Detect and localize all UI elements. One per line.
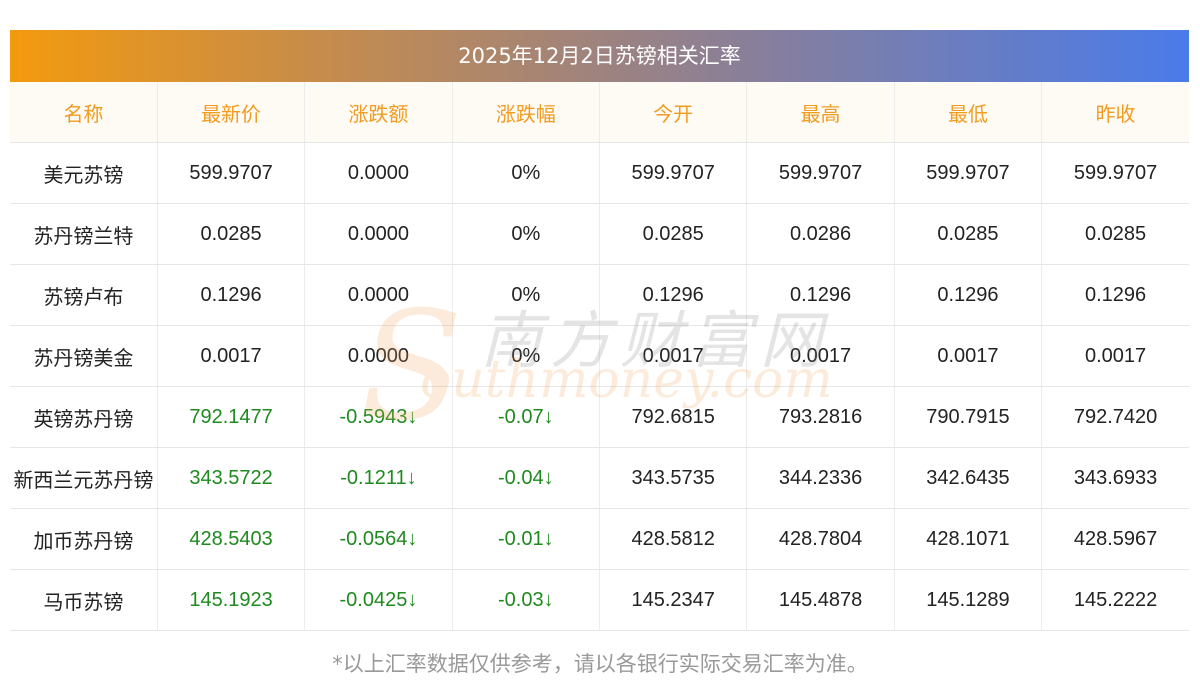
header-open: 今开 (599, 82, 748, 143)
header-high: 最高 (746, 82, 895, 143)
cell-prev-close: 0.0017 (1041, 325, 1189, 387)
cell-change: -0.0425↓ (304, 569, 453, 631)
cell-high: 599.9707 (746, 142, 895, 204)
cell-high: 793.2816 (746, 386, 895, 448)
cell-low: 790.7915 (894, 386, 1043, 448)
table-row: 加币苏丹镑 428.5403 -0.0564↓ -0.01↓ 428.5812 428.7… (10, 508, 1189, 570)
cell-high: 0.1296 (746, 264, 895, 326)
cell-high: 145.4878 (746, 569, 895, 631)
header-latest: 最新价 (157, 82, 306, 143)
cell-open: 792.6815 (599, 386, 748, 448)
rate-table-container: 2025年12月2日苏镑相关汇率 名称 最新价 涨跌额 涨跌幅 今开 最高 最低… (10, 30, 1189, 631)
cell-latest: 0.0017 (157, 325, 306, 387)
cell-name: 苏丹镑兰特 (10, 203, 158, 265)
cell-name: 加币苏丹镑 (10, 508, 158, 570)
header-change-pct: 涨跌幅 (452, 82, 601, 143)
cell-prev-close: 343.6933 (1041, 447, 1189, 509)
cell-name: 马币苏镑 (10, 569, 158, 631)
cell-prev-close: 599.9707 (1041, 142, 1189, 204)
cell-latest: 343.5722 (157, 447, 306, 509)
cell-change-pct: -0.01↓ (452, 508, 601, 570)
cell-change: -0.5943↓ (304, 386, 453, 448)
cell-prev-close: 0.1296 (1041, 264, 1189, 326)
cell-open: 343.5735 (599, 447, 748, 509)
cell-low: 599.9707 (894, 142, 1043, 204)
cell-prev-close: 0.0285 (1041, 203, 1189, 265)
cell-prev-close: 145.2222 (1041, 569, 1189, 631)
header-low: 最低 (894, 82, 1043, 143)
cell-prev-close: 792.7420 (1041, 386, 1189, 448)
cell-change-pct: 0% (452, 203, 601, 265)
cell-high: 344.2336 (746, 447, 895, 509)
cell-change: -0.1211↓ (304, 447, 453, 509)
cell-high: 0.0286 (746, 203, 895, 265)
header-change: 涨跌额 (304, 82, 453, 143)
table-row: 马币苏镑 145.1923 -0.0425↓ -0.03↓ 145.2347 145.48… (10, 569, 1189, 631)
cell-low: 0.0017 (894, 325, 1043, 387)
cell-open: 0.1296 (599, 264, 748, 326)
cell-low: 145.1289 (894, 569, 1043, 631)
table-row: 苏丹镑美金 0.0017 0.0000 0% 0.0017 0.0017 0.0017 0.0… (10, 325, 1189, 387)
cell-low: 0.1296 (894, 264, 1043, 326)
cell-open: 0.0017 (599, 325, 748, 387)
cell-low: 0.0285 (894, 203, 1043, 265)
table-title: 2025年12月2日苏镑相关汇率 (10, 30, 1189, 82)
cell-change-pct: 0% (452, 264, 601, 326)
cell-change: -0.0564↓ (304, 508, 453, 570)
table-row: 新西兰元苏丹镑 343.5722 -0.1211↓ -0.04↓ 343.5735 344… (10, 447, 1189, 509)
cell-change-pct: -0.03↓ (452, 569, 601, 631)
exchange-rate-table: 名称 最新价 涨跌额 涨跌幅 今开 最高 最低 昨收 美元苏镑 599.9707 0… (10, 82, 1189, 631)
table-header-row: 名称 最新价 涨跌额 涨跌幅 今开 最高 最低 昨收 (10, 82, 1189, 143)
cell-name: 新西兰元苏丹镑 (10, 447, 158, 509)
cell-latest: 792.1477 (157, 386, 306, 448)
cell-latest: 0.1296 (157, 264, 306, 326)
cell-open: 0.0285 (599, 203, 748, 265)
cell-change: 0.0000 (304, 142, 453, 204)
cell-change: 0.0000 (304, 264, 453, 326)
header-prev-close: 昨收 (1041, 82, 1189, 143)
table-row: 苏镑卢布 0.1296 0.0000 0% 0.1296 0.1296 0.1296 0.12… (10, 264, 1189, 326)
table-row: 美元苏镑 599.9707 0.0000 0% 599.9707 599.9707 599.… (10, 142, 1189, 204)
disclaimer-footnote: *以上汇率数据仅供参考，请以各银行实际交易汇率为准。 (332, 652, 868, 676)
cell-latest: 599.9707 (157, 142, 306, 204)
cell-low: 342.6435 (894, 447, 1043, 509)
cell-latest: 428.5403 (157, 508, 306, 570)
cell-name: 苏镑卢布 (10, 264, 158, 326)
cell-open: 145.2347 (599, 569, 748, 631)
cell-name: 美元苏镑 (10, 142, 158, 204)
table-row: 苏丹镑兰特 0.0285 0.0000 0% 0.0285 0.0286 0.0285 0.0… (10, 203, 1189, 265)
cell-low: 428.1071 (894, 508, 1043, 570)
cell-open: 599.9707 (599, 142, 748, 204)
cell-change-pct: -0.04↓ (452, 447, 601, 509)
header-name: 名称 (10, 82, 158, 143)
table-row: 英镑苏丹镑 792.1477 -0.5943↓ -0.07↓ 792.6815 793.2… (10, 386, 1189, 448)
cell-change-pct: 0% (452, 142, 601, 204)
cell-prev-close: 428.5967 (1041, 508, 1189, 570)
cell-change: 0.0000 (304, 203, 453, 265)
cell-high: 428.7804 (746, 508, 895, 570)
cell-name: 英镑苏丹镑 (10, 386, 158, 448)
cell-latest: 145.1923 (157, 569, 306, 631)
cell-name: 苏丹镑美金 (10, 325, 158, 387)
cell-latest: 0.0285 (157, 203, 306, 265)
cell-change-pct: 0% (452, 325, 601, 387)
cell-change: 0.0000 (304, 325, 453, 387)
cell-open: 428.5812 (599, 508, 748, 570)
cell-high: 0.0017 (746, 325, 895, 387)
cell-change-pct: -0.07↓ (452, 386, 601, 448)
